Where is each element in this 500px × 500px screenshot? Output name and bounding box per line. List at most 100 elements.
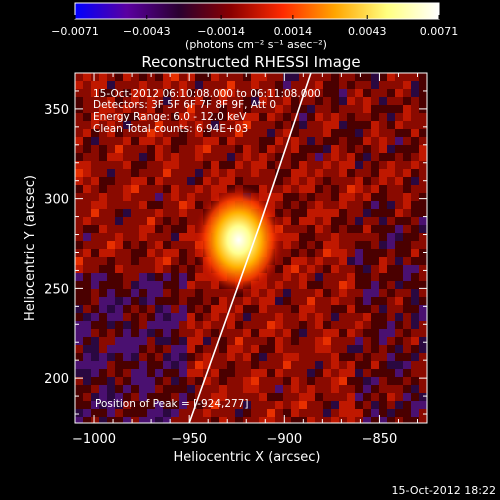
heatmap-cell <box>219 321 227 329</box>
heatmap-cell <box>363 377 371 385</box>
heatmap-cell <box>419 377 427 385</box>
heatmap-cell <box>419 289 427 297</box>
heatmap-cell <box>75 337 83 345</box>
heatmap-cell <box>291 265 299 273</box>
heatmap-cell <box>363 417 371 423</box>
heatmap-cell <box>203 185 211 193</box>
heatmap-cell <box>291 81 299 89</box>
heatmap-cell <box>75 305 83 313</box>
heatmap-cell <box>195 289 203 297</box>
heatmap-cell <box>171 401 179 409</box>
heatmap-cell <box>251 177 259 185</box>
heatmap-cell <box>235 313 243 321</box>
heatmap-cell <box>267 161 275 169</box>
colorbar-tick-label: −0.0071 <box>51 25 99 38</box>
heatmap-cell <box>195 129 203 137</box>
heatmap-cell <box>347 121 355 129</box>
heatmap-cell <box>115 145 123 153</box>
heatmap-cell <box>339 105 347 113</box>
heatmap-cell <box>91 281 99 289</box>
heatmap-cell <box>83 177 91 185</box>
heatmap-cell <box>307 321 315 329</box>
heatmap-cell <box>235 417 243 423</box>
heatmap-cell <box>235 161 243 169</box>
heatmap-cell <box>139 281 147 289</box>
heatmap-cell <box>171 377 179 385</box>
heatmap-cell <box>83 377 91 385</box>
heatmap-cell <box>75 289 83 297</box>
heatmap-cell <box>243 377 251 385</box>
heatmap-cell <box>379 281 387 289</box>
heatmap-cell <box>387 337 395 345</box>
heatmap-cell <box>171 297 179 305</box>
heatmap-cell <box>291 137 299 145</box>
heatmap-cell <box>339 289 347 297</box>
heatmap-cell <box>195 89 203 97</box>
heatmap-cell <box>283 89 291 97</box>
heatmap-cell <box>323 361 331 369</box>
heatmap-cell <box>291 369 299 377</box>
heatmap-cell <box>379 241 387 249</box>
heatmap-cell <box>403 193 411 201</box>
heatmap-cell <box>283 217 291 225</box>
heatmap-cell <box>331 121 339 129</box>
heatmap-cell <box>323 105 331 113</box>
heatmap-cell <box>283 377 291 385</box>
heatmap-cell <box>395 161 403 169</box>
heatmap-cell <box>139 153 147 161</box>
heatmap-cell <box>307 417 315 423</box>
heatmap-cell <box>139 353 147 361</box>
heatmap-cell <box>339 209 347 217</box>
heatmap-cell <box>395 377 403 385</box>
heatmap-cell <box>139 417 147 423</box>
heatmap-cell <box>371 257 379 265</box>
heatmap-cell <box>275 97 283 105</box>
heatmap-cell <box>299 305 307 313</box>
heatmap-cell <box>339 313 347 321</box>
heatmap-cell <box>411 345 419 353</box>
heatmap-cell <box>403 273 411 281</box>
heatmap-cell <box>115 305 123 313</box>
heatmap-cell <box>291 417 299 423</box>
heatmap-cell <box>411 257 419 265</box>
heatmap-cell <box>179 321 187 329</box>
heatmap-cell <box>355 217 363 225</box>
heatmap-cell <box>419 161 427 169</box>
heatmap-cell <box>99 161 107 169</box>
heatmap-cell <box>99 73 107 81</box>
heatmap-cell <box>155 105 163 113</box>
heatmap-cell <box>139 345 147 353</box>
heatmap-cell <box>331 73 339 81</box>
heatmap-cell <box>315 73 323 81</box>
heatmap-cell <box>299 249 307 257</box>
heatmap-cell <box>139 321 147 329</box>
heatmap-cell <box>371 417 379 423</box>
heatmap-cell <box>299 201 307 209</box>
heatmap-cell <box>99 241 107 249</box>
heatmap-cell <box>91 145 99 153</box>
heatmap-cell <box>267 313 275 321</box>
heatmap-cell <box>363 241 371 249</box>
heatmap-cell <box>123 305 131 313</box>
heatmap-cell <box>163 353 171 361</box>
heatmap-cell <box>419 185 427 193</box>
heatmap-cell <box>395 129 403 137</box>
heatmap-cell <box>251 289 259 297</box>
heatmap-cell <box>371 361 379 369</box>
heatmap-cell <box>323 385 331 393</box>
heatmap-cell <box>211 385 219 393</box>
heatmap-cell <box>155 177 163 185</box>
heatmap-cell <box>115 401 123 409</box>
heatmap-cell <box>275 369 283 377</box>
heatmap-cell <box>347 193 355 201</box>
heatmap-cell <box>155 417 163 423</box>
heatmap-cell <box>355 257 363 265</box>
heatmap-cell <box>147 265 155 273</box>
heatmap-cell <box>379 121 387 129</box>
heatmap-cell <box>115 353 123 361</box>
heatmap-cell <box>187 409 195 417</box>
heatmap-cell <box>355 233 363 241</box>
heatmap-cell <box>195 209 203 217</box>
heatmap-cell <box>395 233 403 241</box>
heatmap-cell <box>259 345 267 353</box>
